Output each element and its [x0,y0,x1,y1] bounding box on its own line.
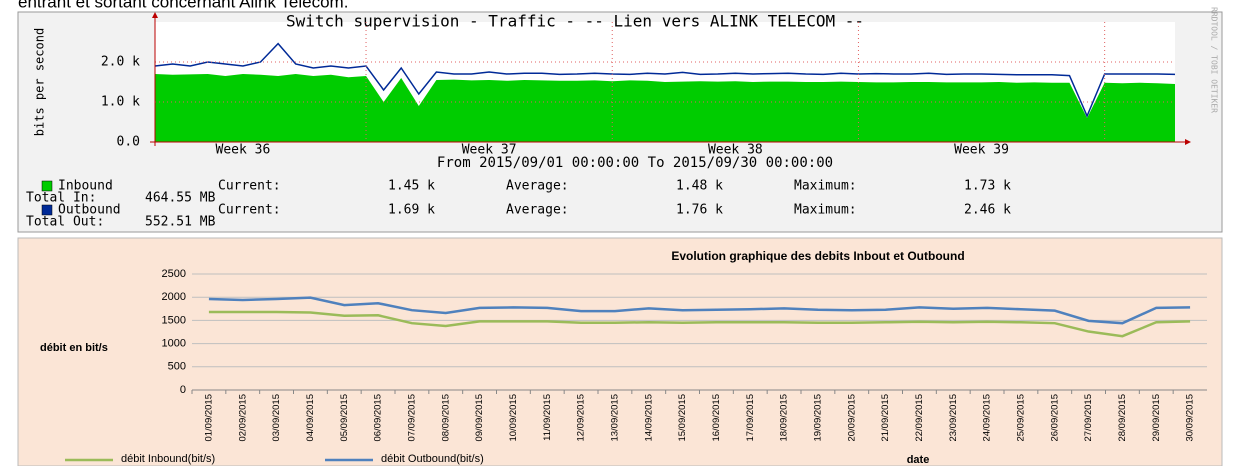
x-tick-label: 21/09/2015 [880,394,891,442]
legend-label: débit Inbound(bit/s) [121,453,215,465]
x-tick-label: 05/09/2015 [339,394,350,442]
x-axis-label: date [907,454,930,466]
legend-label: débit Outbound(bit/s) [381,453,484,465]
x-tick-label: 09/09/2015 [474,394,485,442]
x-tick-label: 23/09/2015 [948,394,959,442]
x-tick-label: 13/09/2015 [609,394,620,442]
outbound-line [154,42,1176,118]
legend-label: Outbound [58,203,121,218]
stat-label: Average: [506,203,569,218]
y-tick-label: 500 [168,361,186,373]
x-tick-label: 01/09/2015 [203,394,214,442]
stat-value: 1.69 k [388,203,435,218]
x-tick-label: 18/09/2015 [779,394,790,442]
subtitle: From 2015/09/01 00:00:00 To 2015/09/30 0… [437,155,833,171]
total-value: 552.51 MB [145,215,216,230]
y-tick-label: 1500 [162,314,186,326]
x-tick-label: 30/09/2015 [1185,394,1196,442]
x-tick-label: 27/09/2015 [1083,394,1094,442]
stat-label: Current: [218,179,281,194]
stat-value: 1.73 k [964,179,1011,194]
stat-value: 1.76 k [676,203,723,218]
y-tick-label: 2500 [162,268,186,280]
x-tick-label: 07/09/2015 [406,394,417,442]
x-tick-label: Week 36 [216,143,271,158]
series-line [208,310,1191,338]
inbound-area [155,74,1175,142]
caption: entrant et sortant concernant Alink Tele… [18,0,348,11]
x-tick-label: 04/09/2015 [305,394,316,442]
x-tick-label: 29/09/2015 [1151,394,1162,442]
y-arrow [152,12,158,18]
total-value: 464.55 MB [145,191,216,206]
y-axis-label: débit en bit/s [40,342,108,354]
stat-label: Maximum: [794,179,857,194]
x-tick-label: 12/09/2015 [576,394,587,442]
total-label: Total Out: [26,215,104,230]
x-tick-label: 20/09/2015 [846,394,857,442]
x-tick-label: 03/09/2015 [271,394,282,442]
x-arrow [1185,139,1191,145]
x-tick-label: 17/09/2015 [745,394,756,442]
stat-label: Current: [218,203,281,218]
x-tick-label: 25/09/2015 [1015,394,1026,442]
x-tick-label: 08/09/2015 [440,394,451,442]
total-label: Total In: [26,191,96,206]
watermark: RRDTOOL / TOBI OETIKER [1210,7,1219,113]
x-tick-label: Week 38 [708,143,763,158]
y-axis-label: bits per second [33,28,47,136]
chart-title: Switch supervision - Traffic - -- Lien v… [286,12,864,31]
y-tick-label: 1.0 k [101,95,140,110]
stat-value: 2.46 k [964,203,1011,218]
y-tick-label: 2000 [162,291,186,303]
series-line [208,296,1191,325]
x-tick-label: 22/09/2015 [914,394,925,442]
y-tick-label: 0 [180,384,186,396]
y-tick-label: 1000 [162,338,186,350]
stat-label: Average: [506,179,569,194]
x-tick-label: 24/09/2015 [982,394,993,442]
x-tick-label: Week 39 [954,143,1009,158]
stat-label: Maximum: [794,203,857,218]
legend-label: Inbound [58,179,113,194]
y-tick-label: 0.0 [117,135,140,150]
x-tick-label: 19/09/2015 [812,394,823,442]
x-tick-label: Week 37 [462,143,517,158]
x-tick-label: 06/09/2015 [373,394,384,442]
excel-frame [17,237,1223,466]
x-tick-label: 15/09/2015 [677,394,688,442]
stat-value: 1.45 k [388,179,435,194]
x-tick-label: 10/09/2015 [508,394,519,442]
x-tick-label: 02/09/2015 [237,394,248,442]
x-tick-label: 28/09/2015 [1117,394,1128,442]
x-tick-label: 16/09/2015 [711,394,722,442]
x-tick-label: 26/09/2015 [1049,394,1060,442]
stat-value: 1.48 k [676,179,723,194]
x-tick-label: 14/09/2015 [643,394,654,442]
chart-title: Evolution graphique des debits Inbout et… [671,249,964,263]
x-tick-label: 11/09/2015 [542,394,553,441]
y-tick-label: 2.0 k [101,55,140,70]
legend-swatch [41,204,53,216]
legend-swatch [41,180,53,192]
